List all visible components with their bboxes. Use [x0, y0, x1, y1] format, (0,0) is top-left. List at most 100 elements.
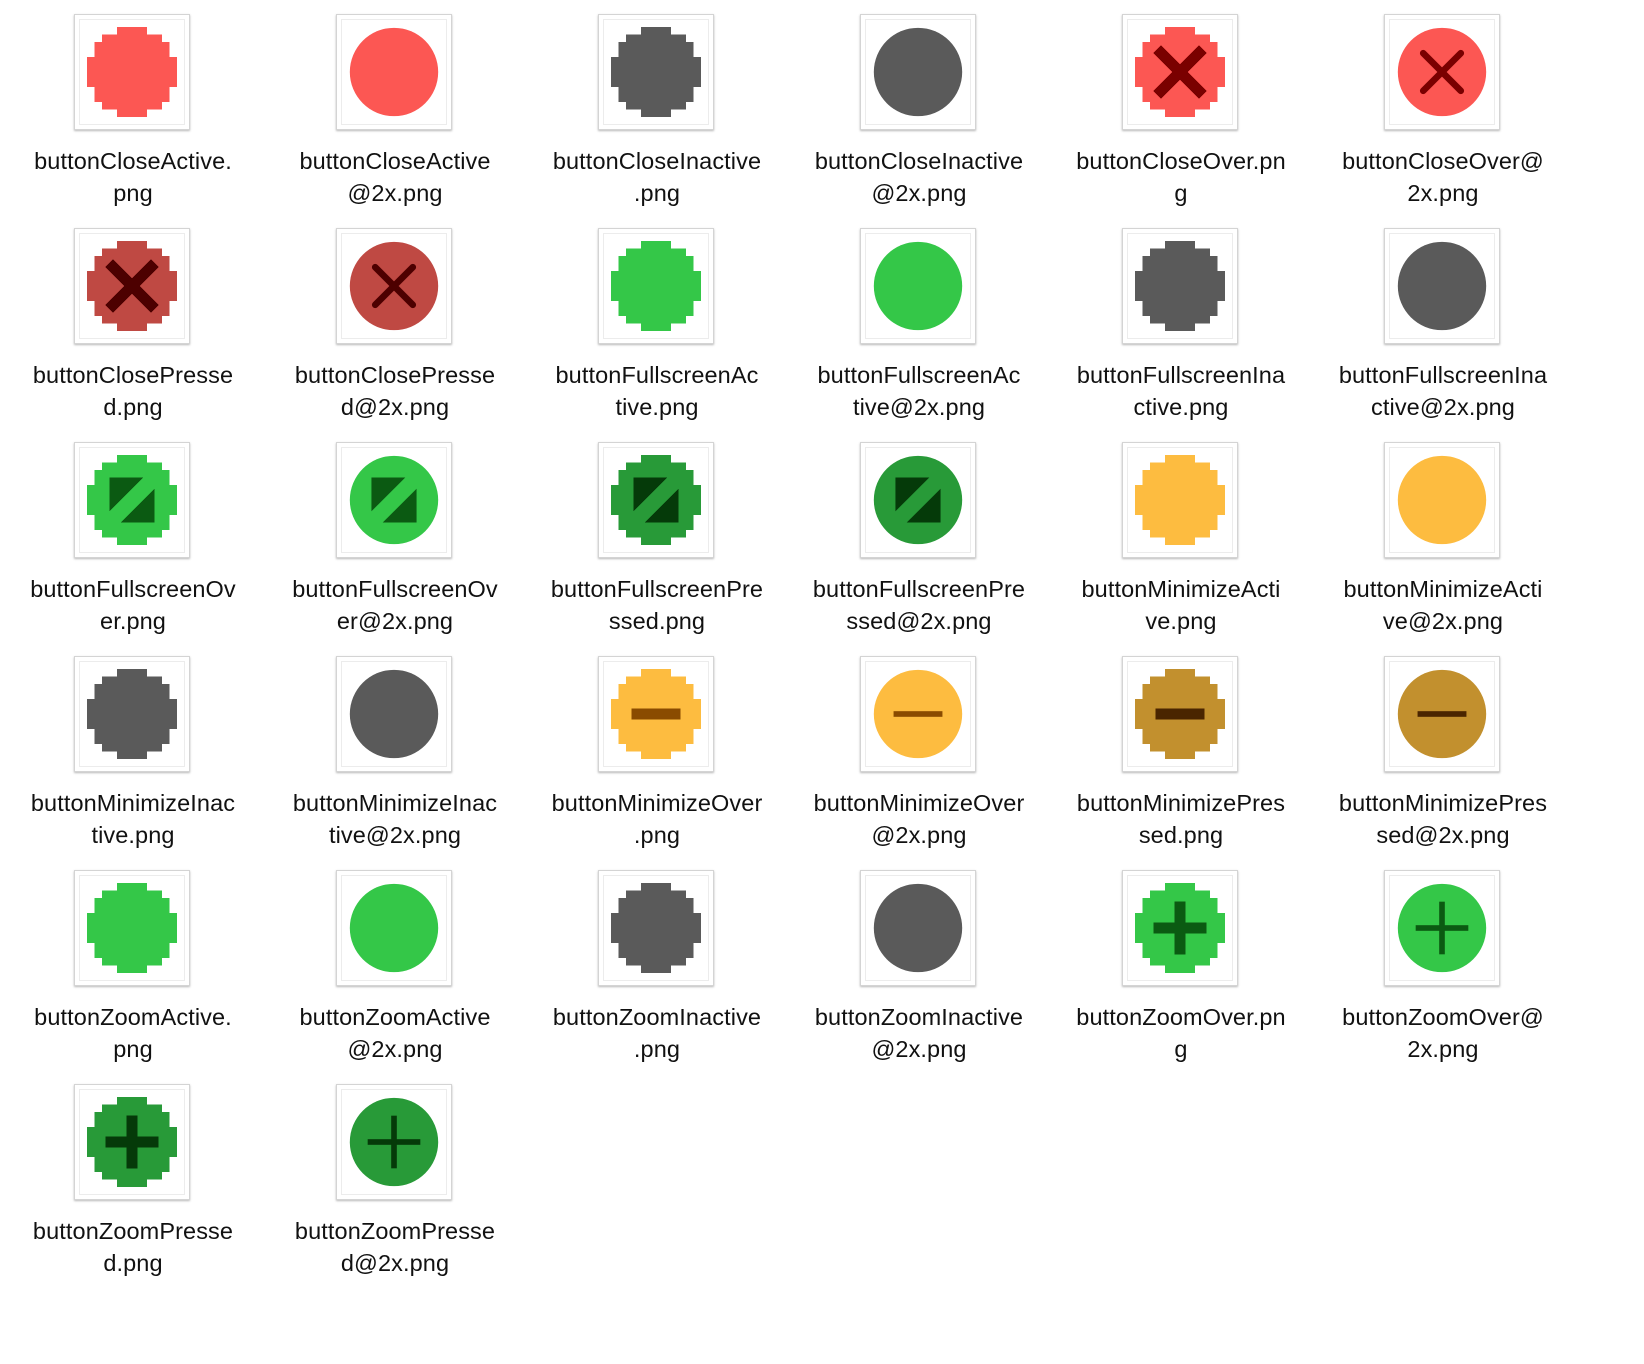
file-item[interactable]: buttonCloseInactive .png	[532, 0, 782, 220]
file-item[interactable]: buttonZoomPresse d@2x.png	[270, 1070, 520, 1290]
file-name-label[interactable]: buttonFullscreenPre ssed@2x.png	[794, 573, 1044, 637]
file-item[interactable]: buttonCloseInactive @2x.png	[794, 0, 1044, 220]
thumbnail-frame	[865, 661, 971, 767]
file-thumbnail[interactable]	[74, 656, 190, 772]
file-name-label[interactable]: buttonZoomOver@ 2x.png	[1318, 1001, 1568, 1065]
file-item[interactable]: buttonCloseOver@ 2x.png	[1318, 0, 1568, 220]
file-item[interactable]: buttonMinimizeActi ve@2x.png	[1318, 428, 1568, 648]
file-thumbnail[interactable]	[74, 870, 190, 986]
file-thumbnail[interactable]	[336, 656, 452, 772]
file-thumbnail[interactable]	[860, 870, 976, 986]
file-name-label[interactable]: buttonFullscreenAc tive@2x.png	[794, 359, 1044, 423]
file-item[interactable]: buttonCloseActive @2x.png	[270, 0, 520, 220]
file-item[interactable]: buttonFullscreenPre ssed.png	[532, 428, 782, 648]
file-item[interactable]: buttonMinimizePres sed.png	[1056, 642, 1306, 862]
thumbnail-frame	[1127, 233, 1233, 339]
file-item[interactable]: buttonCloseOver.pn g	[1056, 0, 1306, 220]
file-thumbnail[interactable]	[598, 656, 714, 772]
file-name-label[interactable]: buttonCloseOver@ 2x.png	[1318, 145, 1568, 209]
file-thumbnail[interactable]	[1122, 656, 1238, 772]
file-thumbnail[interactable]	[1122, 442, 1238, 558]
file-thumbnail[interactable]	[336, 1084, 452, 1200]
file-item[interactable]: buttonZoomActive @2x.png	[270, 856, 520, 1076]
file-item[interactable]: buttonZoomOver.pn g	[1056, 856, 1306, 1076]
file-item[interactable]: buttonMinimizeOver @2x.png	[794, 642, 1044, 862]
file-item[interactable]: buttonZoomPresse d.png	[8, 1070, 258, 1290]
file-name-label[interactable]: buttonCloseInactive .png	[532, 145, 782, 209]
file-name-label[interactable]: buttonCloseInactive @2x.png	[794, 145, 1044, 209]
file-name-label[interactable]: buttonZoomInactive @2x.png	[794, 1001, 1044, 1065]
file-name-line: buttonFullscreenIna	[1338, 362, 1548, 388]
file-name-label[interactable]: buttonZoomInactive .png	[532, 1001, 782, 1065]
file-thumbnail[interactable]	[598, 442, 714, 558]
file-item[interactable]: buttonFullscreenAc tive.png	[532, 214, 782, 434]
file-thumbnail[interactable]	[336, 14, 452, 130]
green-circle-plus-icon	[1134, 882, 1226, 974]
file-name-label[interactable]: buttonCloseActive @2x.png	[270, 145, 520, 209]
file-thumbnail[interactable]	[74, 14, 190, 130]
file-item[interactable]: buttonFullscreenPre ssed@2x.png	[794, 428, 1044, 648]
file-name-label[interactable]: buttonMinimizeActi ve@2x.png	[1318, 573, 1568, 637]
file-name-label[interactable]: buttonFullscreenOv er@2x.png	[270, 573, 520, 637]
file-name-label[interactable]: buttonClosePresse d@2x.png	[270, 359, 520, 423]
file-item[interactable]: buttonFullscreenIna ctive.png	[1056, 214, 1306, 434]
file-item[interactable]: buttonZoomActive. png	[8, 856, 258, 1076]
file-name-label[interactable]: buttonMinimizePres sed@2x.png	[1318, 787, 1568, 851]
file-name-label[interactable]: buttonFullscreenOv er.png	[8, 573, 258, 637]
file-item[interactable]: buttonCloseActive. png	[8, 0, 258, 220]
file-thumbnail[interactable]	[860, 656, 976, 772]
file-thumbnail[interactable]	[860, 14, 976, 130]
file-item[interactable]: buttonMinimizePres sed@2x.png	[1318, 642, 1568, 862]
file-name-label[interactable]: buttonCloseOver.pn g	[1056, 145, 1306, 209]
file-thumbnail[interactable]	[1122, 14, 1238, 130]
file-thumbnail[interactable]	[598, 228, 714, 344]
file-thumbnail[interactable]	[74, 1084, 190, 1200]
file-thumbnail[interactable]	[1384, 442, 1500, 558]
file-name-label[interactable]: buttonZoomOver.pn g	[1056, 1001, 1306, 1065]
file-name-label[interactable]: buttonFullscreenIna ctive.png	[1056, 359, 1306, 423]
file-name-label[interactable]: buttonZoomActive @2x.png	[270, 1001, 520, 1065]
file-name-label[interactable]: buttonFullscreenPre ssed.png	[532, 573, 782, 637]
file-thumbnail[interactable]	[336, 228, 452, 344]
file-item[interactable]: buttonZoomOver@ 2x.png	[1318, 856, 1568, 1076]
file-name-label[interactable]: buttonMinimizeInac tive@2x.png	[270, 787, 520, 851]
file-item[interactable]: buttonMinimizeInac tive.png	[8, 642, 258, 862]
file-item[interactable]: buttonMinimizeOver .png	[532, 642, 782, 862]
file-item[interactable]: buttonFullscreenIna ctive@2x.png	[1318, 214, 1568, 434]
file-item[interactable]: buttonMinimizeActi ve.png	[1056, 428, 1306, 648]
file-thumbnail[interactable]	[1384, 14, 1500, 130]
file-thumbnail[interactable]	[860, 442, 976, 558]
file-name-label[interactable]: buttonMinimizeOver .png	[532, 787, 782, 851]
file-name-label[interactable]: buttonMinimizeInac tive.png	[8, 787, 258, 851]
file-thumbnail[interactable]	[860, 228, 976, 344]
file-name-label[interactable]: buttonMinimizePres sed.png	[1056, 787, 1306, 851]
file-thumbnail[interactable]	[1122, 870, 1238, 986]
file-name-label[interactable]: buttonZoomPresse d.png	[8, 1215, 258, 1279]
file-thumbnail[interactable]	[598, 870, 714, 986]
file-item[interactable]: buttonMinimizeInac tive@2x.png	[270, 642, 520, 862]
file-thumbnail[interactable]	[336, 442, 452, 558]
file-item[interactable]: buttonZoomInactive @2x.png	[794, 856, 1044, 1076]
file-name-label[interactable]: buttonFullscreenIna ctive@2x.png	[1318, 359, 1568, 423]
file-thumbnail[interactable]	[1384, 656, 1500, 772]
file-name-label[interactable]: buttonMinimizeActi ve.png	[1056, 573, 1306, 637]
file-item[interactable]: buttonClosePresse d@2x.png	[270, 214, 520, 434]
file-item[interactable]: buttonZoomInactive .png	[532, 856, 782, 1076]
file-thumbnail[interactable]	[74, 442, 190, 558]
file-item[interactable]: buttonClosePresse d.png	[8, 214, 258, 434]
file-thumbnail[interactable]	[1384, 870, 1500, 986]
file-thumbnail[interactable]	[1384, 228, 1500, 344]
file-name-label[interactable]: buttonMinimizeOver @2x.png	[794, 787, 1044, 851]
file-thumbnail[interactable]	[74, 228, 190, 344]
file-item[interactable]: buttonFullscreenAc tive@2x.png	[794, 214, 1044, 434]
file-item[interactable]: buttonFullscreenOv er.png	[8, 428, 258, 648]
file-item[interactable]: buttonFullscreenOv er@2x.png	[270, 428, 520, 648]
file-name-label[interactable]: buttonCloseActive. png	[8, 145, 258, 209]
file-name-label[interactable]: buttonZoomPresse d@2x.png	[270, 1215, 520, 1279]
file-thumbnail[interactable]	[598, 14, 714, 130]
file-thumbnail[interactable]	[1122, 228, 1238, 344]
file-name-label[interactable]: buttonClosePresse d.png	[8, 359, 258, 423]
file-thumbnail[interactable]	[336, 870, 452, 986]
file-name-label[interactable]: buttonZoomActive. png	[8, 1001, 258, 1065]
file-name-label[interactable]: buttonFullscreenAc tive.png	[532, 359, 782, 423]
